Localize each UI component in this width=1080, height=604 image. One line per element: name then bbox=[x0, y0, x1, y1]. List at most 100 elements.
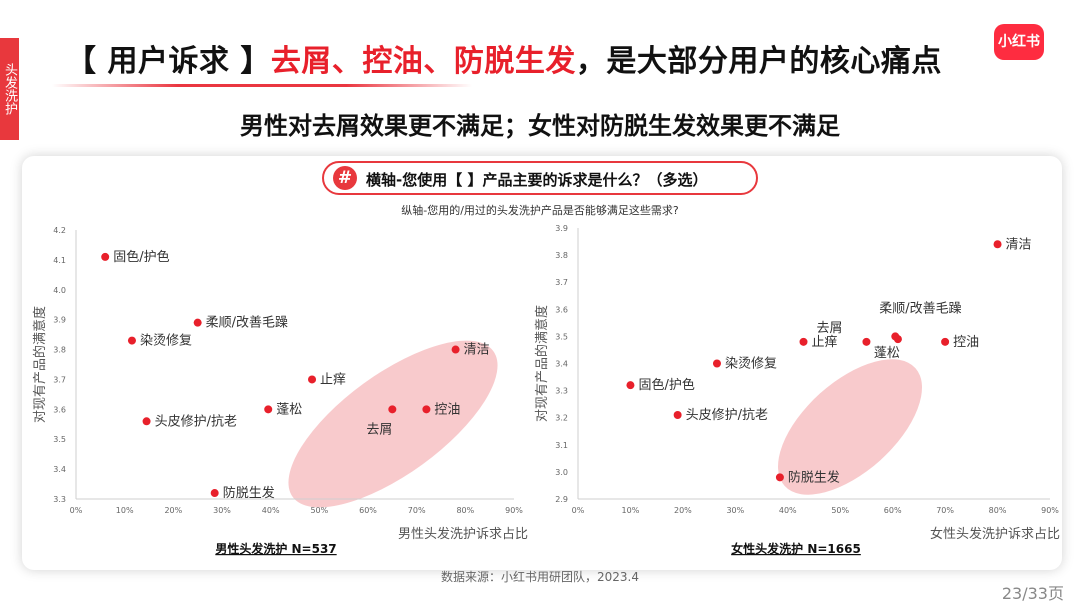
data-source: 数据来源：小红书用研团队，2023.4 bbox=[441, 570, 639, 584]
x-tick-label: 20% bbox=[164, 506, 182, 515]
chart-footer: 男性头发洗护 N=537 bbox=[215, 541, 336, 556]
x-axis-title: 男性头发洗护诉求占比 bbox=[398, 526, 528, 542]
point-label: 清洁 bbox=[464, 343, 490, 358]
y-tick-label: 4.2 bbox=[53, 226, 66, 235]
page-number: 23/33页 bbox=[1001, 584, 1064, 603]
male-scatter-chart: 0% 10% 20% 30% 40% 50% 60% 70% 80% 90% 3.3 3.4 3.5 3.… bbox=[28, 220, 528, 565]
y-tick-label: 3.8 bbox=[555, 251, 568, 260]
point-label: 去屑 bbox=[816, 321, 842, 336]
title-underline bbox=[52, 84, 472, 87]
point-label: 固色/护色 bbox=[113, 249, 169, 265]
point-label: 防脱生发 bbox=[223, 485, 275, 501]
x-tick-label: 90% bbox=[505, 506, 523, 515]
data-point bbox=[210, 489, 219, 498]
x-tick-label: 70% bbox=[936, 506, 954, 515]
data-point bbox=[673, 410, 682, 419]
data-point bbox=[101, 252, 110, 261]
y-tick-label: 2.9 bbox=[555, 495, 568, 504]
brand-logo: 小红书 bbox=[994, 24, 1044, 60]
point-label: 控油 bbox=[953, 335, 979, 350]
data-point bbox=[775, 473, 784, 482]
x-tick-label: 60% bbox=[359, 506, 377, 515]
point-label: 防脱生发 bbox=[788, 469, 840, 485]
point-label: 染烫修复 bbox=[140, 334, 192, 349]
y-axis-title: 对现有产品的满意度 bbox=[534, 305, 550, 422]
data-point bbox=[264, 405, 273, 414]
point-label: 头皮修护/抗老 bbox=[155, 414, 237, 429]
x-tick-label: 30% bbox=[213, 506, 231, 515]
x-tick-label: 50% bbox=[310, 506, 328, 515]
page-title: 【 用户诉求 】去屑、控油、防脱生发，是大部分用户的核心痛点 bbox=[66, 36, 942, 80]
y-tick-label: 3.5 bbox=[53, 435, 66, 444]
point-label: 控油 bbox=[434, 402, 460, 417]
x-tick-label: 20% bbox=[674, 506, 692, 515]
y-axis-question: 纵轴-您用的/用过的头发洗护产品是否能够满足这些需求? bbox=[401, 204, 679, 217]
data-point bbox=[862, 337, 871, 346]
y-tick-label: 3.5 bbox=[555, 332, 568, 341]
y-tick-label: 3.8 bbox=[53, 346, 66, 355]
x-tick-label: 70% bbox=[408, 506, 426, 515]
y-tick-label: 3.9 bbox=[53, 316, 66, 325]
title-rest: ，是大部分用户的核心痛点 bbox=[575, 44, 942, 79]
highlight-ellipse bbox=[288, 340, 498, 508]
data-point bbox=[626, 381, 635, 390]
point-label: 蓬松 bbox=[276, 402, 302, 417]
point-label: 止痒 bbox=[320, 371, 346, 387]
y-tick-label: 3.7 bbox=[555, 278, 568, 287]
x-tick-label: 80% bbox=[456, 506, 474, 515]
y-tick-label: 3.2 bbox=[555, 414, 568, 423]
x-tick-label: 90% bbox=[1041, 506, 1059, 515]
title-bracket: 【 用户诉求 】 bbox=[66, 44, 271, 79]
x-tick-label: 0% bbox=[70, 506, 83, 515]
data-point bbox=[993, 240, 1002, 249]
x-tick-label: 60% bbox=[884, 506, 902, 515]
male-scatter-svg: 0% 10% 20% 30% 40% 50% 60% 70% 80% 90% 3.3 3.4 3.5 3.… bbox=[32, 226, 528, 556]
y-tick-label: 3.6 bbox=[53, 405, 66, 414]
question-pill: # 横轴-您使用【 】产品主要的诉求是什么？（多选） bbox=[322, 161, 758, 195]
title-highlight: 去屑、控油、防脱生发 bbox=[270, 44, 576, 79]
data-point bbox=[308, 375, 317, 384]
point-label: 止痒 bbox=[812, 334, 838, 350]
data-point bbox=[142, 417, 151, 426]
x-axis-title: 女性头发洗护诉求占比 bbox=[930, 526, 1060, 542]
data-point bbox=[712, 359, 721, 368]
hashtag-icon: # bbox=[333, 166, 357, 190]
female-scatter-svg: 0% 10% 20% 30% 40% 50% 60% 70% 80% 90% 2.9 3.0 3.1 3.… bbox=[534, 224, 1060, 556]
point-label: 固色/护色 bbox=[638, 377, 694, 393]
point-label: 蓬松 bbox=[874, 346, 900, 361]
y-tick-label: 3.4 bbox=[555, 360, 568, 369]
data-point bbox=[388, 405, 397, 414]
x-tick-label: 80% bbox=[989, 506, 1007, 515]
x-tick-label: 0% bbox=[572, 506, 585, 515]
female-scatter-chart: 0% 10% 20% 30% 40% 50% 60% 70% 80% 90% 2.9 3.0 3.1 3.… bbox=[528, 220, 1060, 565]
x-tick-label: 50% bbox=[831, 506, 849, 515]
y-tick-label: 3.6 bbox=[555, 305, 568, 314]
data-point bbox=[941, 337, 950, 346]
highlight-ellipse bbox=[778, 359, 922, 495]
y-tick-label: 4.1 bbox=[53, 256, 66, 265]
point-label: 柔顺/改善毛躁 bbox=[879, 300, 961, 316]
x-tick-label: 10% bbox=[622, 506, 640, 515]
y-tick-label: 3.4 bbox=[53, 465, 66, 474]
data-point bbox=[799, 337, 808, 346]
page-subtitle: 男性对去屑效果更不满足；女性对防脱生发效果更不满足 bbox=[240, 112, 840, 140]
section-tab[interactable]: 头发洗护 bbox=[0, 38, 19, 140]
chart-footer: 女性头发洗护 N=1665 bbox=[731, 541, 861, 556]
point-label: 柔顺/改善毛躁 bbox=[206, 315, 288, 331]
point-label: 头皮修护/抗老 bbox=[686, 408, 768, 423]
point-label: 染烫修复 bbox=[725, 357, 777, 372]
point-label: 清洁 bbox=[1006, 237, 1032, 252]
y-tick-label: 3.1 bbox=[555, 441, 568, 450]
data-point bbox=[451, 345, 460, 354]
x-tick-label: 40% bbox=[262, 506, 280, 515]
y-tick-label: 3.7 bbox=[53, 375, 66, 384]
y-tick-label: 4.0 bbox=[53, 286, 66, 295]
x-tick-label: 10% bbox=[116, 506, 134, 515]
data-point bbox=[193, 318, 202, 327]
data-point bbox=[422, 405, 431, 414]
y-tick-label: 3.3 bbox=[555, 387, 568, 396]
data-point bbox=[127, 336, 136, 345]
x-tick-label: 40% bbox=[779, 506, 797, 515]
data-point bbox=[893, 335, 902, 344]
y-tick-label: 3.0 bbox=[555, 468, 568, 477]
